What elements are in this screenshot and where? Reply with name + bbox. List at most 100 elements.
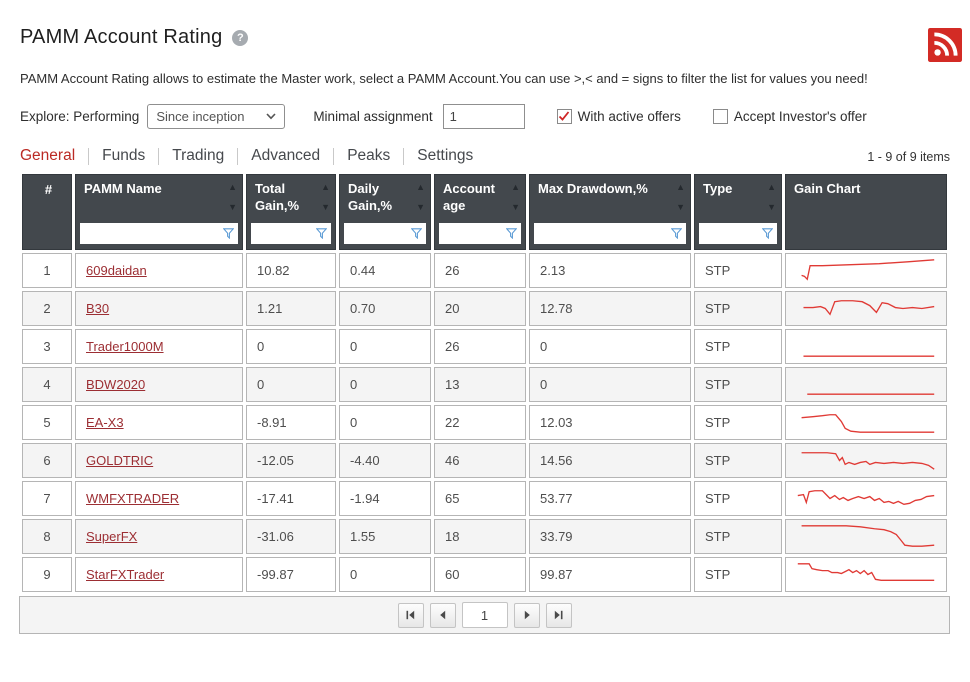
with-active-offers-option[interactable]: With active offers [556, 109, 681, 124]
page-title: PAMM Account Rating [20, 26, 223, 48]
sort-desc-icon[interactable]: ▼ [511, 202, 520, 212]
pamm-name-cell: BDW2020 [75, 367, 243, 402]
column-header-total-gain[interactable]: Total Gain,% ▲ ▼ [246, 174, 336, 250]
period-select[interactable]: Since inception [147, 104, 286, 129]
row-number-cell: 7 [22, 481, 72, 516]
daily-gain-cell: 0 [339, 557, 431, 592]
tab-separator [88, 147, 90, 165]
column-label: Type [703, 181, 733, 196]
filter-box [344, 223, 426, 244]
rss-icon[interactable] [928, 28, 962, 62]
filter-input[interactable] [348, 225, 411, 242]
filter-input[interactable] [84, 225, 223, 242]
sort-asc-icon[interactable]: ▲ [767, 182, 776, 192]
title-row: PAMM Account Rating ? [20, 26, 962, 62]
tab-advanced[interactable]: Advanced [251, 147, 321, 164]
max-drawdown-cell: 99.87 [529, 557, 691, 592]
type-cell: STP [694, 329, 782, 364]
minimal-assignment-label: Minimal assignment [313, 109, 433, 124]
sort-desc-icon[interactable]: ▼ [416, 202, 425, 212]
account-age-cell: 60 [434, 557, 526, 592]
sort-asc-icon[interactable]: ▲ [676, 182, 685, 192]
gain-chart-cell [785, 367, 947, 402]
column-header-max-drawdown[interactable]: Max Drawdown,% ▲ ▼ [529, 174, 691, 250]
accept-investors-offer-checkbox[interactable] [712, 109, 728, 124]
column-header-daily-gain[interactable]: Daily Gain,% ▲ ▼ [339, 174, 431, 250]
filter-funnel-icon[interactable] [506, 228, 517, 239]
sort-arrows: ▲ ▼ [416, 181, 425, 223]
table-head: # PAMM Name ▲ ▼ Total Gain,% ▲ ▼ Daily Gain,% ▲ ▼… [22, 174, 947, 250]
sort-asc-icon[interactable]: ▲ [321, 182, 330, 192]
total-gain-cell: -99.87 [246, 557, 336, 592]
help-icon[interactable]: ? [232, 29, 249, 46]
sort-asc-icon[interactable]: ▲ [511, 182, 520, 192]
account-age-cell: 26 [434, 253, 526, 288]
sort-asc-icon[interactable]: ▲ [416, 182, 425, 192]
account-age-cell: 26 [434, 329, 526, 364]
pamm-name-link[interactable]: SuperFX [86, 529, 138, 544]
table-row: 8 SuperFX -31.06 1.55 18 33.79 STP [22, 519, 947, 554]
total-gain-cell: 0 [246, 367, 336, 402]
filter-box [699, 223, 777, 244]
sort-desc-icon[interactable]: ▼ [767, 202, 776, 212]
type-cell: STP [694, 291, 782, 326]
filter-funnel-icon[interactable] [411, 228, 422, 239]
tab-settings[interactable]: Settings [417, 147, 474, 164]
filter-input[interactable] [538, 225, 671, 242]
column-label: Gain Chart [794, 181, 861, 196]
pager-page-input[interactable] [461, 602, 508, 628]
first-page-icon [406, 610, 415, 620]
gain-chart-cell [785, 519, 947, 554]
chevron-down-icon [266, 113, 276, 120]
accept-investors-offer-option[interactable]: Accept Investor's offer [712, 109, 867, 124]
max-drawdown-cell: 0 [529, 329, 691, 364]
filter-funnel-icon[interactable] [316, 228, 327, 239]
pamm-name-link[interactable]: GOLDTRIC [86, 453, 154, 468]
minimal-assignment-input[interactable] [442, 104, 525, 129]
pamm-name-link[interactable]: 609daidan [86, 263, 147, 278]
prev-page-icon [439, 610, 445, 620]
column-header-pamm-name[interactable]: PAMM Name ▲ ▼ [75, 174, 243, 250]
sort-desc-icon[interactable]: ▼ [321, 202, 330, 212]
sort-desc-icon[interactable]: ▼ [228, 202, 237, 212]
filter-funnel-icon[interactable] [223, 228, 234, 239]
filter-input[interactable] [703, 225, 762, 242]
filter-funnel-icon[interactable] [671, 228, 682, 239]
daily-gain-cell: 0 [339, 329, 431, 364]
column-header-account-age[interactable]: Account age ▲ ▼ [434, 174, 526, 250]
table-row: 6 GOLDTRIC -12.05 -4.40 46 14.56 STP [22, 443, 947, 478]
column-label: # [44, 182, 53, 197]
pager-first-button[interactable] [397, 602, 424, 628]
tab-funds[interactable]: Funds [102, 147, 146, 164]
pamm-name-link[interactable]: EA-X3 [86, 415, 124, 430]
filter-input[interactable] [443, 225, 506, 242]
filter-input[interactable] [255, 225, 316, 242]
column-header-type[interactable]: Type ▲ ▼ [694, 174, 782, 250]
tab-trading[interactable]: Trading [172, 147, 225, 164]
pager-last-button[interactable] [545, 602, 572, 628]
with-active-offers-checkbox[interactable] [556, 109, 572, 124]
last-page-icon [554, 610, 563, 620]
table-row: 4 BDW2020 0 0 13 0 STP [22, 367, 947, 402]
gain-chart-cell [785, 481, 947, 516]
pager-next-button[interactable] [513, 602, 540, 628]
pamm-name-link[interactable]: WMFXTRADER [86, 491, 180, 506]
daily-gain-cell: 0.44 [339, 253, 431, 288]
pamm-name-link[interactable]: B30 [86, 301, 110, 316]
pamm-name-link[interactable]: Trader1000M [86, 339, 164, 354]
pamm-name-link[interactable]: BDW2020 [86, 377, 146, 392]
gain-sparkline [797, 563, 935, 581]
sort-desc-icon[interactable]: ▼ [676, 202, 685, 212]
pager-prev-button[interactable] [429, 602, 456, 628]
pamm-name-link[interactable]: StarFXTrader [86, 567, 165, 582]
tab-peaks[interactable]: Peaks [347, 147, 391, 164]
tab-general[interactable]: General [20, 147, 76, 164]
sort-asc-icon[interactable]: ▲ [228, 182, 237, 192]
max-drawdown-cell: 33.79 [529, 519, 691, 554]
row-number-cell: 2 [22, 291, 72, 326]
filter-funnel-icon[interactable] [762, 228, 773, 239]
filter-box [439, 223, 521, 244]
daily-gain-cell: 0 [339, 405, 431, 440]
filter-box [534, 223, 686, 244]
gain-chart-cell [785, 329, 947, 364]
